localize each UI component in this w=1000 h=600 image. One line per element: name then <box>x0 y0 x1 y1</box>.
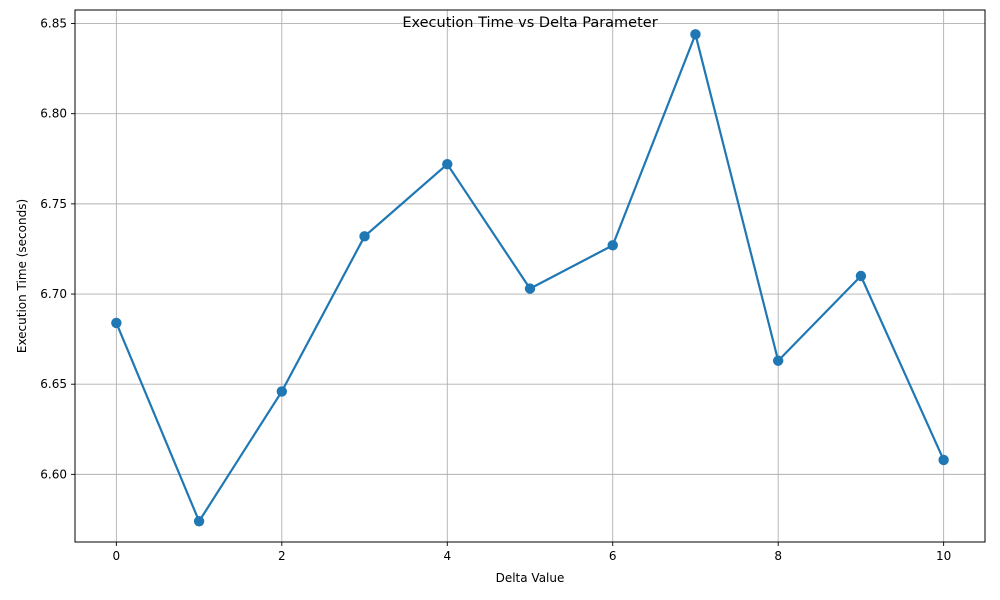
series-line <box>115 33 945 523</box>
x-axis-label: Delta Value <box>496 571 565 585</box>
data-point <box>524 283 536 294</box>
series-layer <box>111 29 949 527</box>
y-tick-label: 6.80 <box>40 107 67 121</box>
x-tick-label: 0 <box>113 549 121 563</box>
grid <box>75 10 985 542</box>
data-point <box>607 240 618 251</box>
y-tick-label: 6.70 <box>40 287 67 301</box>
data-point <box>193 516 205 527</box>
x-tick-label: 2 <box>278 549 286 563</box>
x-tick-label: 6 <box>609 549 617 563</box>
data-point <box>938 454 949 466</box>
data-point <box>276 386 288 397</box>
y-tick-label: 6.60 <box>40 467 67 481</box>
x-tick-label: 8 <box>774 549 782 563</box>
data-point <box>111 317 122 329</box>
x-tick-label: 10 <box>936 549 951 563</box>
y-axis-label: Execution Time (seconds) <box>15 199 29 353</box>
chart-title: Execution Time vs Delta Parameter <box>402 15 657 31</box>
data-point <box>772 355 784 366</box>
x-tick-label: 4 <box>443 549 451 563</box>
y-tick-label: 6.85 <box>40 17 67 31</box>
x-axis-ticks: 0 2 4 6 8 10 <box>113 542 951 563</box>
plot-frame <box>74 9 986 543</box>
data-point <box>359 231 370 242</box>
data-point <box>855 270 867 282</box>
y-tick-label: 6.65 <box>40 377 67 391</box>
data-point <box>442 158 453 170</box>
y-tick-label: 6.75 <box>40 197 67 211</box>
y-axis-ticks: 6.60 6.65 6.70 6.75 6.80 6.85 <box>40 17 75 481</box>
data-point <box>690 29 701 40</box>
